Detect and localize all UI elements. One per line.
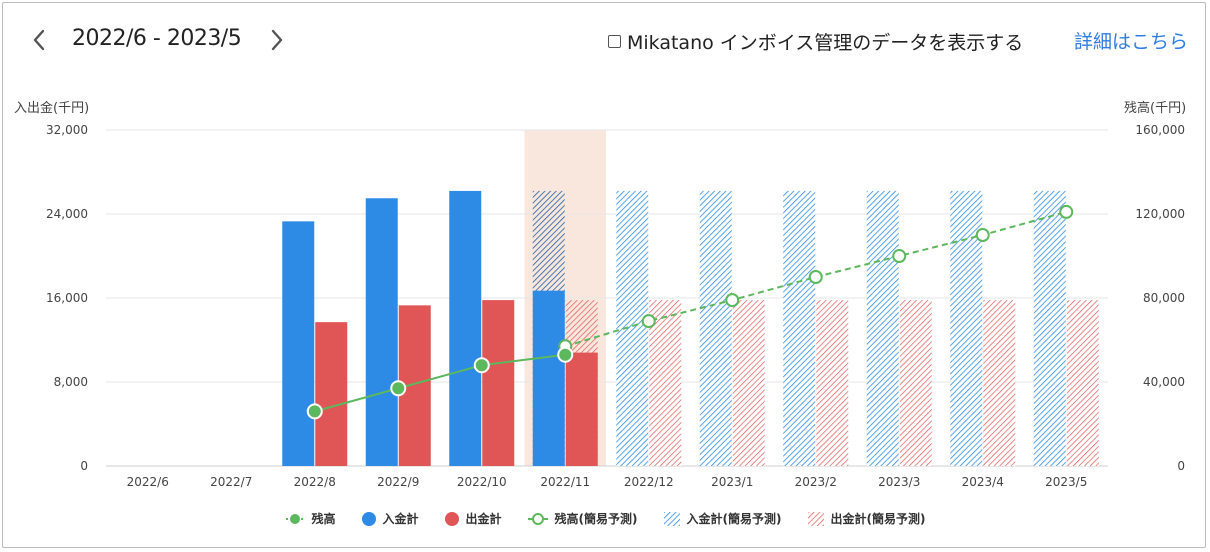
balance-point[interactable] (390, 380, 407, 397)
legend-marker-inflow (361, 511, 376, 526)
x-tick-label: 2023/4 (962, 475, 1004, 489)
legend-label: 残高 (311, 512, 336, 526)
right-axis-title: 残高(千円) (1124, 101, 1187, 116)
x-tick-label: 2023/3 (878, 475, 920, 489)
x-tick-label: 2022/7 (210, 475, 252, 489)
balance-forecast-point[interactable] (725, 293, 740, 308)
left-y-tick-label: 32,000 (46, 123, 88, 137)
inflow-forecast-bar[interactable] (616, 190, 649, 466)
x-tick-label: 2022/12 (624, 475, 674, 489)
right-y-tick-label: 40,000 (1143, 375, 1185, 389)
outflow-forecast-bar[interactable] (899, 300, 932, 466)
legend-marker-balance-forecast (527, 512, 548, 525)
details-link[interactable]: 詳細はこちら (1074, 31, 1189, 53)
balance-point[interactable] (473, 357, 490, 374)
outflow-forecast-bar[interactable] (816, 300, 849, 466)
left-y-tick-label: 16,000 (46, 291, 88, 305)
x-tick-label: 2022/6 (127, 475, 169, 489)
legend-label: 入金計 (382, 512, 419, 526)
outflow-forecast-bar[interactable] (732, 300, 765, 466)
legend-item-balance-forecast[interactable]: 残高(簡易予測) (527, 510, 638, 527)
inflow-forecast-bar[interactable] (783, 190, 816, 466)
balance-point[interactable] (557, 346, 574, 363)
balance-line (314, 353, 566, 413)
legend-item-outflow-forecast[interactable]: 出金計(簡易予測) (807, 510, 926, 527)
inflow-bar[interactable] (532, 290, 565, 466)
left-y-tick-label: 0 (80, 459, 88, 473)
legend-marker-balance (285, 513, 304, 524)
chevron-left-icon (33, 29, 45, 51)
next-period-button[interactable] (262, 22, 292, 58)
x-tick-label: 2023/2 (795, 475, 837, 489)
x-tick-label: 2023/1 (711, 475, 753, 489)
chevron-right-icon (271, 29, 283, 51)
right-y-tick-label: 0 (1177, 459, 1185, 473)
outflow-bar[interactable] (565, 352, 598, 466)
invoice-data-toggle[interactable]: Mikatano インボイス管理のデータを表示する (608, 28, 1023, 55)
inflow-forecast-bar[interactable] (866, 190, 899, 466)
inflow-bar[interactable] (282, 221, 315, 466)
outflow-bar[interactable] (315, 322, 348, 466)
balance-forecast-point[interactable] (975, 228, 990, 242)
legend-label: 出金計 (465, 512, 502, 526)
legend-item-inflow-forecast[interactable]: 入金計(簡易予測) (663, 510, 782, 527)
inflow-forecast-bar[interactable] (1033, 190, 1066, 466)
outflow-bar[interactable] (482, 300, 515, 466)
legend-label: 入金計(簡易予測) (686, 512, 782, 526)
chart-legend: 残高 入金計 出金計 残高(簡易予測) 入金計(簡易予測) 出金計(簡易予測) (0, 510, 1210, 527)
x-tick-label: 2022/9 (377, 475, 419, 489)
outflow-forecast-bar[interactable] (649, 300, 682, 466)
balance-forecast-point[interactable] (1059, 204, 1074, 219)
balance-forecast-point[interactable] (808, 270, 823, 284)
invoice-data-checkbox[interactable] (608, 35, 621, 48)
balance-point[interactable] (306, 403, 323, 420)
legend-item-inflow[interactable]: 入金計 (361, 510, 419, 527)
balance-forecast-point[interactable] (892, 249, 907, 263)
x-tick-label: 2022/8 (294, 475, 336, 489)
right-y-tick-label: 80,000 (1143, 291, 1185, 305)
legend-label: 残高(簡易予測) (554, 512, 638, 526)
legend-marker-inflow-forecast (663, 511, 680, 526)
left-y-tick-label: 8,000 (54, 375, 88, 389)
x-tick-label: 2022/10 (457, 475, 507, 489)
legend-marker-outflow (444, 511, 459, 526)
x-tick-label: 2023/5 (1045, 475, 1087, 489)
invoice-data-toggle-label: Mikatano インボイス管理のデータを表示する (627, 32, 1024, 54)
inflow-bar[interactable] (449, 190, 482, 466)
left-axis-title: 入出金(千円) (14, 101, 90, 116)
inflow-forecast-bar[interactable] (699, 190, 732, 466)
balance-forecast-point[interactable] (641, 314, 656, 329)
outflow-forecast-bar[interactable] (983, 300, 1016, 466)
right-y-tick-label: 160,000 (1135, 123, 1185, 137)
legend-item-balance[interactable]: 残高 (285, 510, 336, 527)
left-y-tick-label: 24,000 (46, 207, 88, 221)
legend-marker-outflow-forecast (807, 511, 824, 526)
period-label: 2022/6 - 2023/5 (72, 26, 242, 51)
right-y-tick-label: 120,000 (1135, 207, 1185, 221)
legend-item-outflow[interactable]: 出金計 (444, 510, 502, 527)
inflow-bar[interactable] (365, 198, 398, 466)
x-tick-label: 2022/11 (540, 475, 590, 489)
outflow-forecast-bar[interactable] (1066, 300, 1099, 466)
prev-period-button[interactable] (24, 22, 54, 58)
legend-label: 出金計(簡易予測) (830, 512, 926, 526)
